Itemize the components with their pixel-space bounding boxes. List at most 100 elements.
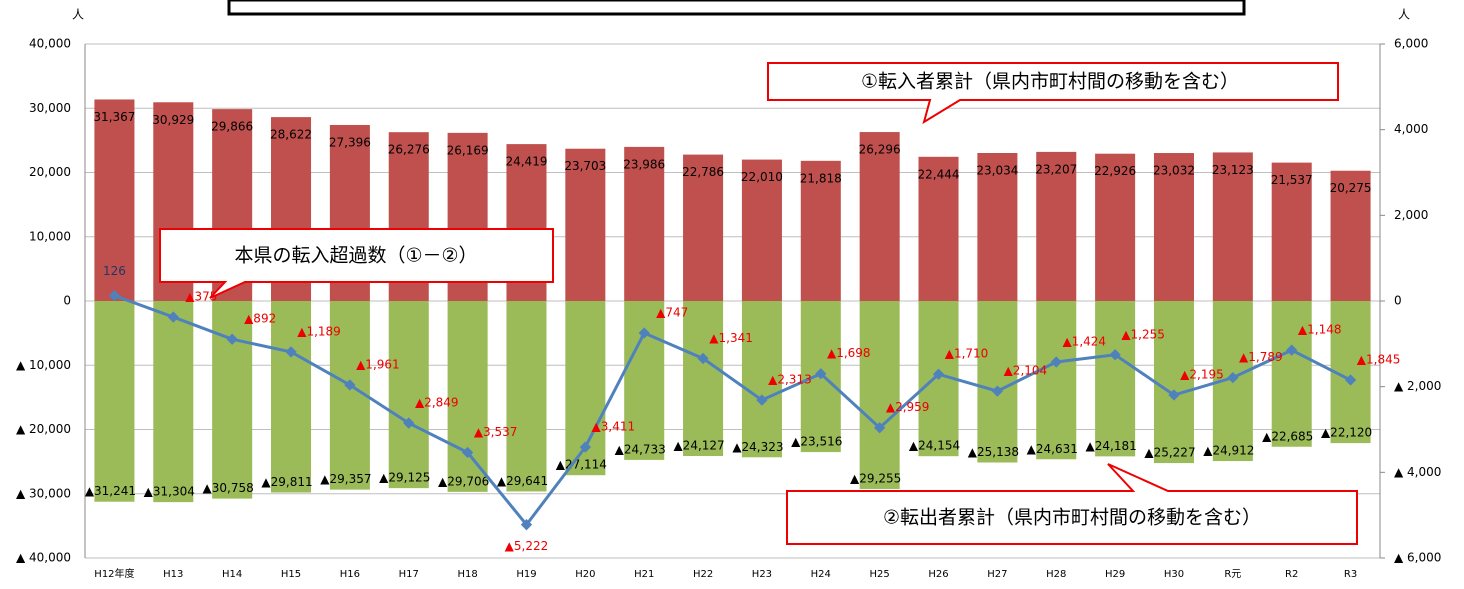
value-label: ▲31,304 (144, 485, 195, 499)
x-tick-label: H17 (399, 569, 419, 580)
plot-area: 40,000 30,000 20,000 10,000 0 ▲ 10,000 ▲ 20,00… (16, 37, 1441, 581)
value-label: 30,929 (152, 113, 194, 127)
value-label: ▲22,120 (1321, 426, 1372, 440)
marker (1344, 374, 1357, 386)
value-label: ▲27,114 (556, 458, 607, 472)
y2-tick-label: 2,000 (1394, 208, 1428, 222)
bar (624, 146, 665, 301)
bar (741, 159, 782, 301)
bar (1271, 301, 1312, 447)
value-label: ▲3,411 (592, 420, 636, 434)
value-label: 27,396 (329, 135, 371, 149)
value-label: ▲24,631 (1027, 442, 1078, 456)
value-label: 21,537 (1271, 173, 1313, 187)
value-label: ▲29,811 (261, 475, 312, 489)
y-tick-label: 0 (63, 294, 71, 308)
bar (1095, 153, 1136, 301)
value-label: ▲25,138 (968, 445, 1019, 459)
line (113, 294, 1352, 528)
value-label: ▲30,758 (203, 481, 254, 495)
value-label: ▲24,733 (615, 442, 666, 456)
value-label: ▲892 (244, 312, 276, 326)
marker (638, 327, 650, 339)
bar (1271, 162, 1312, 301)
value-label: ▲1,698 (827, 346, 871, 360)
bar (1036, 301, 1077, 460)
bar (977, 153, 1018, 301)
value-label: ▲31,241 (85, 484, 136, 498)
x-tick-label: H15 (281, 569, 301, 580)
value-label: ▲2,959 (886, 400, 930, 414)
y-tick-label: 30,000 (29, 101, 71, 115)
x-tick-label: H14 (222, 569, 242, 580)
value-label: 29,866 (211, 120, 253, 134)
value-label: ▲23,516 (791, 435, 842, 449)
x-tick-label: H19 (516, 569, 536, 580)
value-label: ▲25,227 (1144, 446, 1195, 460)
x-tick-label: H27 (987, 569, 1007, 580)
bar (212, 301, 253, 499)
value-label: ▲1,789 (1239, 350, 1283, 364)
value-label: ▲24,323 (732, 440, 783, 454)
y-tick-label: 40,000 (29, 37, 71, 51)
x-tick-label: H28 (1046, 569, 1066, 580)
y-unit: 人 (72, 8, 84, 22)
value-label: ▲1,148 (1298, 323, 1342, 337)
value-label: 23,034 (976, 164, 1018, 178)
y2-tick-label: ▲ 2,000 (1394, 379, 1441, 393)
value-label: ▲29,255 (850, 471, 901, 485)
bar (800, 160, 841, 301)
y2-tick-label: 4,000 (1394, 122, 1428, 136)
value-label: 26,169 (447, 143, 489, 157)
value-label: ▲29,357 (320, 472, 371, 486)
bar (94, 301, 135, 502)
value-label: ▲2,195 (1180, 368, 1224, 382)
value-label: 22,926 (1094, 164, 1136, 178)
x-tick-label: R2 (1285, 569, 1298, 580)
bar (859, 301, 900, 489)
callout-box (786, 463, 1358, 545)
title-frame (227, 0, 1246, 16)
bar (859, 132, 900, 301)
bar (683, 301, 724, 457)
value-label: ▲2,313 (768, 373, 812, 387)
callout-box (159, 228, 554, 299)
marker (1227, 371, 1239, 384)
x-tick-label: H23 (752, 569, 772, 580)
bar (1212, 152, 1253, 301)
bar (683, 154, 724, 301)
bar (1153, 301, 1194, 464)
x-tick-label: H25 (870, 569, 890, 580)
marker (815, 368, 827, 380)
value-label: 24,419 (505, 155, 547, 169)
bar (271, 301, 312, 493)
bar (447, 301, 488, 492)
marker (1168, 389, 1180, 401)
bar (918, 156, 959, 301)
value-label: ▲29,706 (438, 474, 489, 488)
marker (520, 519, 533, 531)
y2-tick-label: ▲ 6,000 (1394, 551, 1441, 565)
bar (388, 301, 429, 489)
bar (741, 301, 782, 458)
value-label: ▲3,537 (474, 425, 518, 439)
value-label: 26,296 (859, 143, 901, 157)
marker (697, 352, 709, 365)
bar (624, 301, 665, 460)
y-tick-label: ▲ 20,000 (16, 422, 71, 436)
value-label: 28,622 (270, 128, 312, 142)
y-tick-label: 10,000 (29, 229, 71, 243)
value-label: 20,275 (1330, 181, 1372, 195)
value-label: 21,818 (800, 171, 842, 185)
y-tick-label: ▲ 40,000 (16, 551, 71, 565)
bar (1095, 301, 1136, 457)
x-tick-label: H24 (811, 569, 831, 580)
value-label: ▲1,961 (356, 357, 400, 371)
value-label: ▲747 (656, 305, 688, 319)
value-label: ▲1,710 (945, 347, 989, 361)
y2-tick-label: 6,000 (1394, 37, 1428, 51)
annotation: 本県の転入超過数（①－②） (234, 245, 477, 267)
value-label: 23,207 (1035, 162, 1077, 176)
y-tick-label: 20,000 (29, 165, 71, 179)
